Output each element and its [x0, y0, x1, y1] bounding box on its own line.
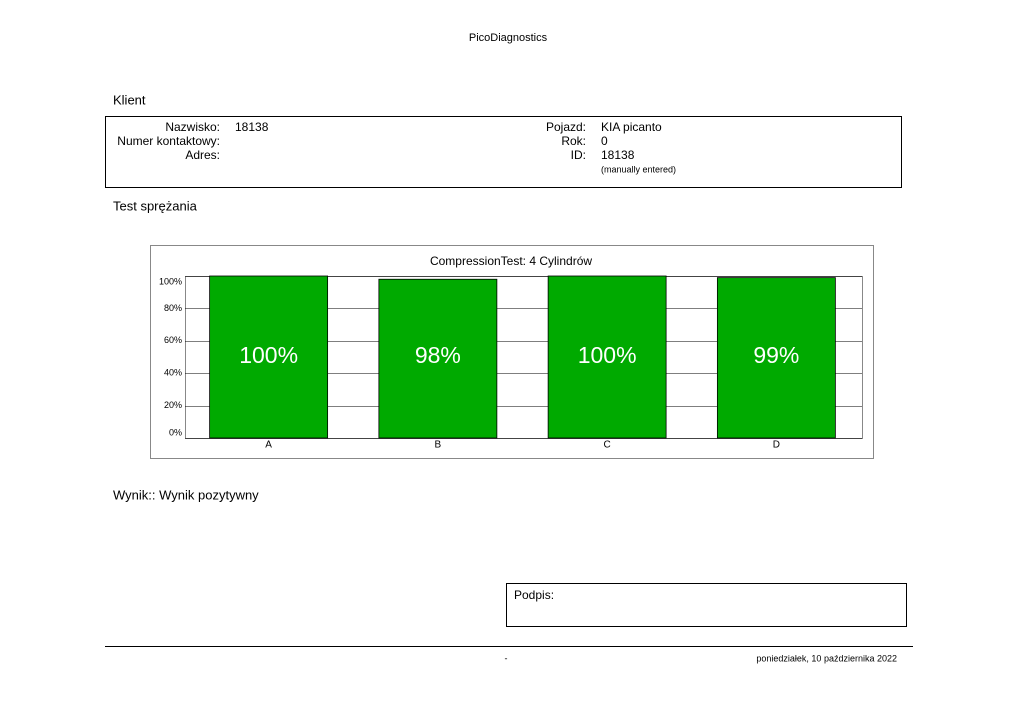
field-label: Nazwisko: [165, 120, 220, 134]
x-tick-label: D [773, 440, 780, 451]
client-box [105, 116, 902, 188]
y-tick-label: 40% [164, 368, 182, 378]
field-value: 18138 [601, 148, 635, 162]
field-value: 18138 [235, 120, 269, 134]
field-label: Numer kontaktowy: [117, 134, 220, 148]
bar [209, 275, 329, 439]
value-label: 98% [415, 342, 461, 368]
app-title: PicoDiagnostics [469, 32, 548, 44]
y-tick-label: 20% [164, 400, 182, 410]
value-label: 100% [239, 342, 298, 368]
value-label: 100% [578, 342, 637, 368]
field-label: Rok: [561, 134, 586, 148]
y-tick-label: 60% [164, 335, 182, 345]
field-label: Adres: [185, 148, 220, 162]
section-heading: Test sprężania [113, 198, 198, 213]
field-value: KIA picanto [601, 120, 662, 134]
section-heading: Klient [113, 92, 146, 107]
bar [547, 275, 667, 439]
y-tick-label: 80% [164, 303, 182, 313]
bar [716, 277, 836, 439]
x-tick-label: B [435, 440, 442, 451]
chart: 0% 20% 40% 60% 80% 100% 100% A 98% B 100% C 99% D [159, 275, 863, 451]
y-tick-label: 100% [159, 276, 182, 286]
footer-center: - [505, 653, 508, 663]
y-tick-label: 0% [169, 427, 182, 437]
signature-label: Podpis: [514, 588, 554, 602]
chart-title: CompressionTest: 4 Cylindrów [430, 254, 592, 268]
footer-date: poniedziałek, 10 października 2022 [756, 653, 897, 663]
chart-frame [150, 245, 874, 459]
value-label: 99% [753, 342, 799, 368]
signature-box [506, 583, 907, 627]
x-tick-label: C [604, 440, 611, 451]
field-note: (manually entered) [601, 164, 676, 174]
result: Wynik:: Wynik pozytywny [113, 487, 259, 502]
field-label: ID: [571, 148, 586, 162]
x-tick-label: A [265, 440, 272, 451]
field-label: Pojazd: [546, 120, 586, 134]
bar [378, 278, 498, 439]
field-value: 0 [601, 134, 608, 148]
